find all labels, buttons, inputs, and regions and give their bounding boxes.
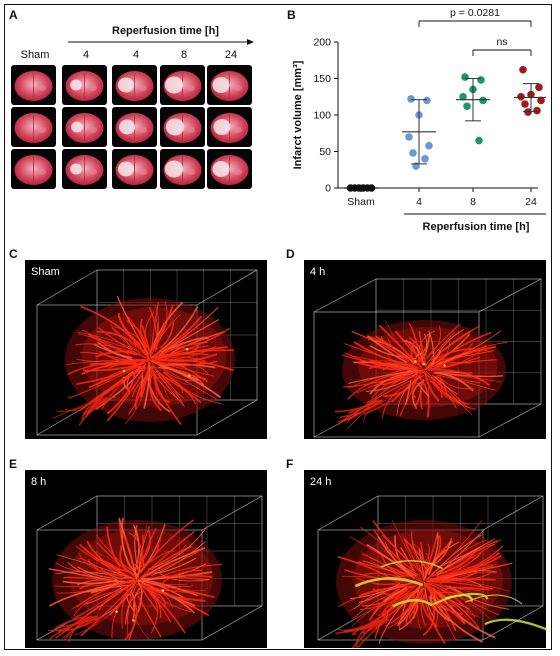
data-point — [423, 96, 431, 105]
data-point — [477, 76, 485, 84]
brain-vasculature — [335, 519, 546, 648]
group-label-reperfusion: Reperfusion time [h] — [423, 221, 530, 233]
data-point — [519, 65, 527, 74]
vasculature-panel-sham: Sham — [25, 260, 267, 439]
data-point — [409, 149, 417, 157]
y-tick-label: 50 — [319, 146, 331, 158]
data-point — [521, 100, 529, 108]
data-point — [535, 83, 543, 92]
y-tick-label: 200 — [313, 37, 331, 49]
panel-a-col-8: 8 — [180, 49, 188, 61]
y-tick-label: 150 — [313, 73, 331, 85]
x-tick-label: Sham — [347, 196, 375, 208]
vasculature-panel-4h: 4 h — [304, 260, 546, 439]
data-point — [479, 96, 487, 105]
panel-a-col-4b: 4 — [132, 49, 140, 61]
brain-vasculature — [52, 295, 235, 426]
data-point — [405, 133, 413, 141]
data-point — [524, 108, 532, 116]
brain-slice — [207, 149, 252, 189]
significance-p-value: p = 0.0281 — [450, 7, 500, 19]
panel-letter-a: A — [9, 8, 18, 22]
brain-vasculature — [334, 319, 508, 430]
brain-slice — [62, 149, 107, 189]
panel-a-col-sham: Sham — [20, 49, 50, 61]
data-point — [475, 136, 483, 145]
figure-frame — [4, 4, 552, 650]
brain-slice — [62, 65, 107, 105]
panel-letter-f: F — [286, 457, 294, 471]
panel-a-col-4a: 4 — [82, 49, 90, 61]
brain-slice — [160, 107, 205, 147]
data-point — [517, 92, 525, 101]
panel-a-arrow — [68, 39, 254, 45]
brain-slice — [160, 149, 205, 189]
brain-slice — [112, 65, 157, 105]
panel-a-header: Reperfusion time [h] — [112, 25, 219, 37]
vasculature-label-24h: 24 h — [310, 476, 332, 488]
data-point — [463, 102, 471, 111]
brain-slice — [62, 107, 107, 147]
data-point — [461, 73, 469, 81]
brain-slice — [160, 65, 205, 105]
significance-ns: ns — [496, 36, 507, 48]
brain-vasculature — [47, 517, 223, 642]
brain-slice — [112, 107, 157, 147]
data-point — [421, 155, 429, 163]
brain-slice — [11, 65, 56, 105]
y-tick-label: 0 — [325, 183, 331, 195]
brain-slice — [207, 107, 252, 147]
panel-a-col-24: 24 — [224, 49, 238, 61]
x-tick-label: 8 — [470, 196, 476, 208]
brain-slice — [11, 107, 56, 147]
brain-slice — [11, 149, 56, 189]
panel-letter-c: C — [9, 247, 18, 261]
vasculature-label-4h: 4 h — [310, 266, 326, 278]
data-point — [425, 141, 433, 150]
x-tick-label: 4 — [416, 196, 422, 208]
brain-slice — [207, 65, 252, 105]
y-axis-label: Infarct volume [mm³] — [292, 60, 304, 169]
data-point — [459, 92, 467, 101]
data-point — [537, 96, 545, 105]
brain-slice — [112, 149, 157, 189]
x-tick-label: 24 — [525, 196, 537, 208]
vasculature-panel-24h: 24 h — [304, 470, 546, 648]
y-tick-label: 100 — [313, 110, 331, 122]
vasculature-panel-8h: 8 h — [25, 470, 267, 648]
vasculature-label-sham: Sham — [31, 266, 60, 278]
panel-letter-d: D — [286, 247, 295, 261]
data-point — [533, 106, 541, 115]
infarct-volume-chart: 0 50 100 150 200 Sham 4 8 24 Infarct volume [mm³]… — [292, 7, 546, 233]
panel-letter-e: E — [9, 457, 18, 471]
panel-letter-b: B — [287, 8, 296, 22]
vasculature-label-8h: 8 h — [31, 476, 47, 488]
data-point — [407, 95, 415, 103]
